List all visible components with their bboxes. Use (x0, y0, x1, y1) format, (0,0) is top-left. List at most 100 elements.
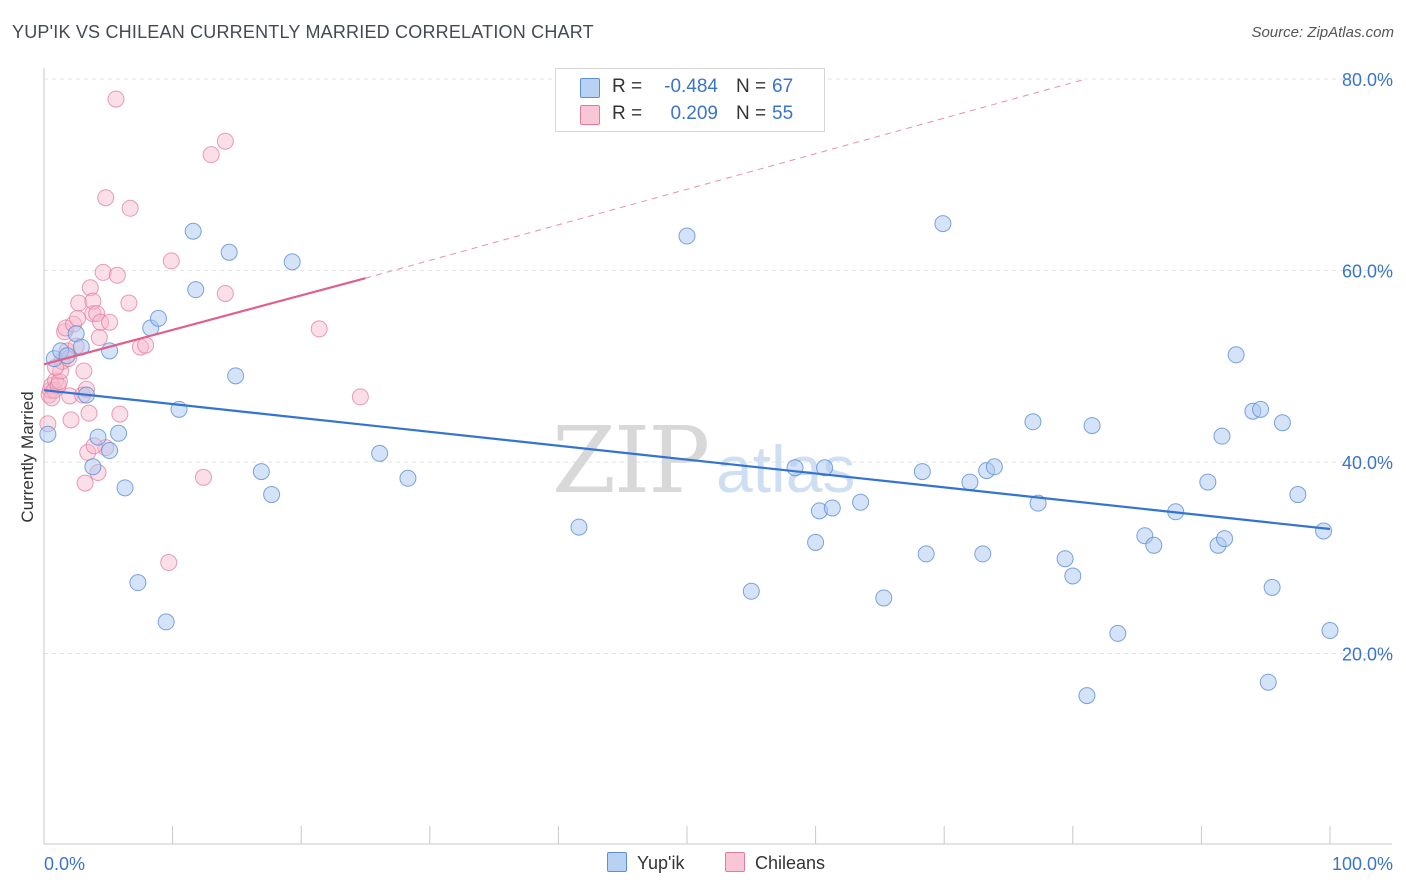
yupik-point (875, 589, 893, 607)
yupik-point (934, 215, 952, 233)
yupik-point (89, 428, 107, 446)
chileans-point (160, 554, 178, 572)
chileans-point (88, 305, 106, 323)
chileans-point (62, 411, 80, 429)
yupik-point (101, 442, 119, 460)
yupik-point (1321, 622, 1339, 640)
yupik-point (1199, 473, 1217, 491)
y-tick-label: 80.0% (1342, 70, 1393, 90)
yupik-point (399, 469, 417, 487)
yupik-point (1289, 486, 1307, 504)
yupik-point (974, 545, 992, 563)
y-axis-label: Currently Married (18, 391, 37, 522)
yupik-point (371, 444, 389, 462)
chileans-trend-extension (365, 78, 1086, 279)
watermark-zip: ZIP (552, 407, 708, 514)
bottom-legend-yupik: Yup'ik (607, 852, 684, 874)
chileans-point (107, 90, 125, 108)
source-credit: Source: ZipAtlas.com (1251, 24, 1394, 41)
yupik-point (263, 486, 281, 504)
yupik-point (823, 499, 841, 517)
yupik-point (1213, 427, 1231, 445)
yupik-point (570, 518, 588, 536)
yupik-point (786, 459, 804, 477)
yupik-point (1263, 578, 1281, 596)
yupik-point (852, 493, 870, 511)
x-tick-label: 0.0% (44, 854, 85, 874)
chileans-point (162, 252, 180, 270)
chileans-point (81, 279, 99, 297)
chileans-swatch (725, 852, 745, 872)
yupik-point (129, 574, 147, 592)
legend-r-value: -0.484 (664, 76, 718, 97)
legend-r-label: R = (612, 103, 643, 124)
chileans-label: Chileans (755, 853, 826, 873)
gridlines (44, 78, 1392, 654)
yupik-point (1064, 567, 1082, 585)
yupik-point (252, 463, 270, 481)
yupik-point (187, 281, 205, 299)
legend-n-label: N = (736, 76, 767, 97)
yupik-swatch (580, 78, 600, 98)
chileans-point (216, 284, 234, 302)
legend-r-label: R = (612, 76, 643, 97)
chileans-point (108, 266, 126, 284)
chileans-point (68, 309, 86, 327)
chileans-point (75, 362, 93, 380)
chileans-point (80, 404, 98, 422)
yupik-label: Yup'ik (637, 853, 685, 873)
trend-lines (43, 78, 1331, 531)
legend-n-value: 55 (772, 103, 794, 124)
chileans-point (70, 294, 88, 312)
chileans-point (310, 320, 328, 338)
chileans-point (90, 329, 108, 347)
yupik-point (220, 243, 238, 261)
chileans-point (120, 294, 138, 312)
chileans-point (43, 389, 61, 407)
yupik-swatch (607, 852, 627, 872)
yupik-point (1109, 624, 1127, 642)
yupik-point (157, 613, 175, 631)
chileans-point (92, 313, 110, 331)
yupik-point (110, 424, 128, 442)
yupik-point (913, 463, 931, 481)
yupik-point (1216, 530, 1234, 548)
x-tick-label: 100.0% (1332, 854, 1393, 874)
yupik-point (816, 459, 834, 477)
chileans-trend-line (43, 277, 366, 366)
yupik-point (678, 227, 696, 245)
yupik-point (184, 222, 202, 240)
yupik-points (39, 215, 1339, 705)
yupik-point (116, 479, 134, 497)
chileans-swatch (580, 105, 600, 125)
yupik-point (917, 545, 935, 563)
yupik-point (84, 458, 102, 476)
yupik-point (807, 533, 825, 551)
yupik-point (742, 582, 760, 600)
chileans-point (101, 313, 119, 331)
chileans-point (97, 189, 115, 207)
yupik-point (227, 367, 245, 385)
legend-n-value: 67 (772, 76, 794, 97)
correlation-legend: R = -0.484 N = 67 R = 0.209 N = 55 (555, 68, 825, 132)
yupik-point (961, 473, 979, 491)
watermark-atlas: atlas (716, 432, 855, 506)
yupik-point (1273, 414, 1291, 432)
yupik-point (1024, 413, 1042, 431)
yupik-point (1315, 522, 1333, 540)
yupik-point (1227, 346, 1245, 364)
yupik-point (1029, 494, 1047, 512)
legend-n-label: N = (736, 103, 767, 124)
yupik-point (1078, 687, 1096, 705)
axes (43, 68, 1392, 845)
yupik-point (1083, 417, 1101, 435)
y-tick-label: 40.0% (1342, 453, 1393, 473)
yupik-point (1056, 550, 1074, 568)
yupik-point (1259, 673, 1277, 691)
y-tick-label: 20.0% (1342, 645, 1393, 665)
chileans-point (216, 132, 234, 150)
yupik-trend-line (43, 389, 1331, 531)
chileans-point (76, 474, 94, 492)
chileans-point (94, 263, 112, 281)
